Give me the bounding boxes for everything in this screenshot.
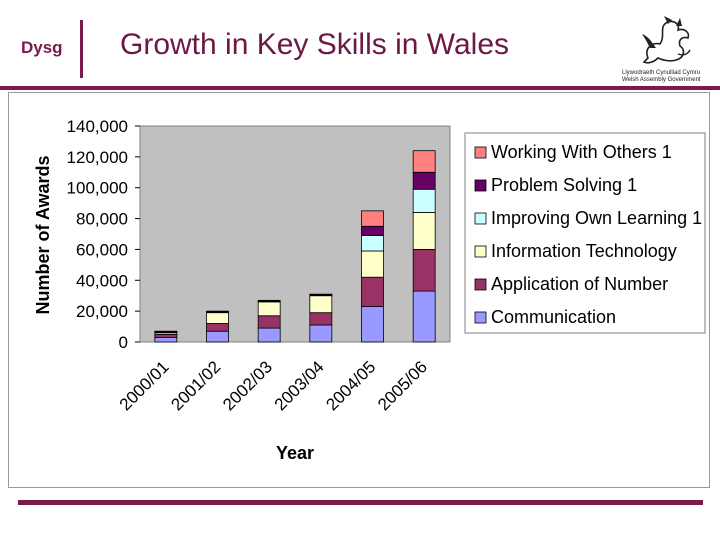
plot-area — [139, 125, 451, 343]
x-tick-label: 2003/04 — [271, 357, 328, 414]
bar-segment — [412, 188, 436, 213]
y-tick-label: 20,000 — [76, 302, 128, 321]
welsh-assembly-logo: Llywodraeth Cynulliad Cymru Welsh Assemb… — [618, 14, 708, 84]
header-divider — [0, 86, 720, 90]
y-tick-label: 100,000 — [67, 179, 128, 198]
bar-segment — [154, 336, 178, 343]
x-tick-label: 2004/05 — [322, 357, 379, 414]
y-tick-label: 40,000 — [76, 271, 128, 290]
bar-segment — [206, 330, 229, 343]
bar-segment — [257, 327, 281, 343]
legend-swatch — [474, 146, 487, 159]
legend-swatch — [474, 245, 487, 258]
legend-box — [464, 132, 706, 334]
legend-label: Working With Others 1 — [491, 142, 672, 162]
y-tick-label: 120,000 — [67, 148, 128, 167]
stacked-bar-chart: 0 20,000 40,000 60,000 80,000 100,000 120,000 1… — [33, 117, 706, 463]
bar-segment — [412, 290, 436, 343]
y-axis-label: Number of Awards — [33, 155, 53, 314]
bar-segment — [257, 315, 281, 329]
bar-segment — [257, 301, 281, 317]
bar-segment — [309, 324, 333, 343]
bar-segment — [361, 306, 384, 343]
bar-segment — [309, 312, 333, 326]
legend-label: Application of Number — [491, 274, 668, 294]
x-tick-label: 2001/02 — [167, 357, 224, 414]
legend-label: Problem Solving 1 — [491, 175, 637, 195]
bar-segment — [412, 212, 436, 250]
logo-caption-welsh: Llywodraeth Cynulliad Cymru — [622, 70, 701, 76]
logo-caption-english: Welsh Assembly Government — [622, 77, 701, 83]
x-tick-label: 2000/01 — [116, 357, 173, 414]
legend-label: Communication — [491, 307, 616, 327]
bar-segment — [206, 323, 229, 332]
bar-segment — [361, 210, 384, 227]
bar-segment — [206, 312, 229, 324]
x-tick-label: 2002/03 — [219, 357, 276, 414]
legend-swatch — [474, 179, 487, 192]
y-tick-label: 60,000 — [76, 240, 128, 259]
bar-segment — [412, 171, 436, 190]
dragon-icon — [642, 16, 691, 64]
legend-swatch — [474, 311, 487, 324]
chart-frame: 0 20,000 40,000 60,000 80,000 100,000 120,000 1… — [8, 92, 710, 488]
footer-divider — [18, 500, 703, 505]
bar-segment — [412, 150, 436, 173]
legend-label: Improving Own Learning 1 — [491, 208, 702, 228]
bar-segment — [361, 225, 384, 236]
slide-title: Growth in Key Skills in Wales — [120, 28, 510, 61]
bar-segment — [361, 276, 384, 307]
y-tick-label: 0 — [119, 333, 128, 352]
x-tick-label: 2005/06 — [374, 357, 431, 414]
legend-swatch — [474, 212, 487, 225]
x-axis-label: Year — [276, 443, 314, 463]
y-tick-label: 140,000 — [67, 117, 128, 136]
bar-segment — [361, 250, 384, 278]
y-tick-label: 80,000 — [76, 210, 128, 229]
legend-label: Information Technology — [491, 241, 677, 261]
bar-segment — [412, 249, 436, 292]
dysg-logo-text: Dysg — [21, 38, 63, 57]
legend-swatch — [474, 278, 487, 291]
bar-segment — [361, 235, 384, 252]
dysg-logo: Dysg — [17, 20, 83, 78]
bar-segment — [154, 333, 178, 338]
bar-segment — [309, 295, 333, 314]
